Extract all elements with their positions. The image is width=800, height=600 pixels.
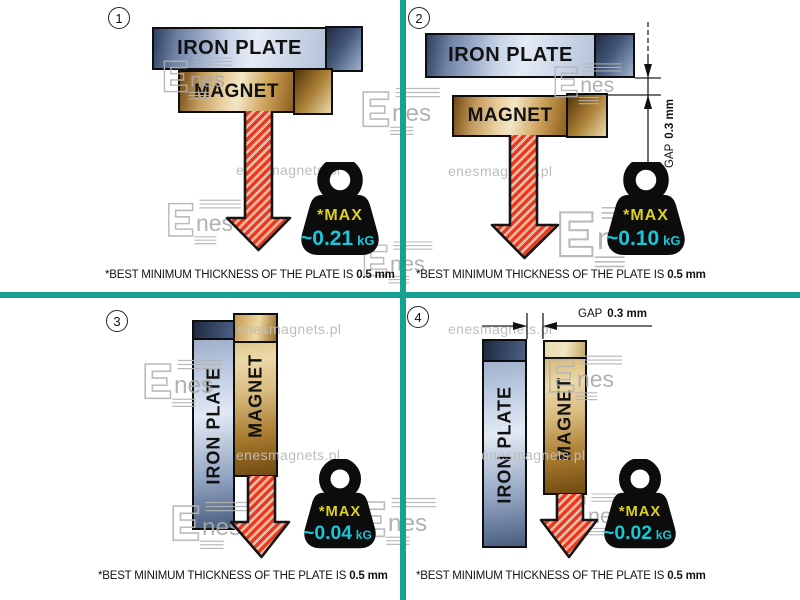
- weight-1-max: *MAX: [317, 207, 363, 224]
- panel-3-number: 3: [106, 310, 128, 332]
- magnet-4-cap: [545, 342, 585, 359]
- enes-logo-top-lines: [393, 241, 433, 250]
- horizontal-divider: [0, 292, 800, 298]
- enes-logo-e-icon: [172, 505, 200, 542]
- weight-4-max: *MAX: [619, 504, 661, 520]
- weight-2-ring: [623, 162, 669, 203]
- enes-logo-e-icon: [144, 363, 172, 400]
- weight-2: *MAX ~0.10 kG: [606, 162, 685, 255]
- enes-logo-top-lines: [583, 63, 622, 72]
- magnet-3-label: MAGNET: [245, 353, 265, 438]
- weight-3-max: *MAX: [319, 504, 361, 520]
- enes-logo-bottom-lines: [200, 540, 224, 550]
- site-watermark: enesmagnets.pl: [448, 321, 553, 337]
- iron-plate-4-label: IRON PLATE: [494, 385, 514, 504]
- panel-3-caption: *BEST MINIMUM THICKNESS OF THE PLATE IS 0…: [98, 570, 388, 582]
- enes-logo-e-icon: [554, 66, 578, 98]
- iron-plate-3: IRON PLATE: [192, 320, 235, 530]
- enes-logo-bottom-lines: [578, 96, 599, 105]
- weight-1: *MAX ~0.21 kG: [300, 162, 379, 255]
- svg-text:nes: nes: [580, 74, 614, 97]
- enes-logo-top-lines: [177, 359, 222, 370]
- svg-text:nes: nes: [392, 100, 431, 127]
- magnet-2-label: MAGNET: [467, 105, 553, 126]
- weight-3-value: ~0.04 kG: [303, 522, 372, 544]
- magnet-1-label: MAGNET: [194, 80, 279, 102]
- force-arrow-4: [539, 494, 599, 559]
- force-arrow-1: [225, 111, 292, 252]
- iron-plate-3-cap: [194, 322, 233, 340]
- weight-3: *MAX ~0.04 kG: [303, 459, 376, 549]
- enes-logo-bottom-lines: [386, 536, 410, 546]
- enes-logo-top-lines: [580, 355, 623, 365]
- iron-plate-4: IRON PLATE: [482, 339, 527, 548]
- weight-1-ring: [317, 162, 363, 203]
- gap-dimension-2: [607, 22, 661, 166]
- site-watermark: enesmagnets.pl: [237, 321, 342, 337]
- panel-2-number: 2: [408, 7, 430, 29]
- enes-logo-e-icon: [362, 91, 390, 128]
- weight-4-value: ~0.02 kG: [603, 522, 672, 544]
- vertical-divider: [400, 0, 406, 600]
- enes-logo-watermark: nes: [144, 359, 222, 408]
- enes-logo-watermark: nes: [172, 501, 250, 550]
- weight-4-ring: [619, 459, 661, 500]
- enes-logo-bottom-lines: [194, 236, 217, 245]
- enes-logo-top-lines: [205, 501, 250, 512]
- enes-logo-bottom-lines: [172, 398, 196, 408]
- iron-plate-1-label: IRON PLATE: [177, 37, 302, 59]
- weight-3-ring: [319, 459, 361, 500]
- magnet-3-cap: [235, 315, 276, 343]
- panel-1-caption: *BEST MINIMUM THICKNESS OF THE PLATE IS 0…: [105, 269, 395, 281]
- enes-logo-watermark: nes: [168, 199, 242, 245]
- magnet-3: MAGNET: [233, 313, 278, 477]
- gap-dimension-4: [482, 313, 652, 339]
- weight-1-value: ~0.21 kG: [300, 227, 374, 250]
- gap-label-2: GAP0.3 mm: [664, 99, 676, 168]
- enes-logo-e-icon: [549, 358, 575, 393]
- svg-text:nes: nes: [390, 251, 425, 276]
- enes-logo-bottom-lines: [575, 392, 598, 401]
- weight-2-max: *MAX: [623, 207, 669, 224]
- magnet-1-side-face: [293, 68, 333, 115]
- enes-logo-top-lines: [391, 497, 436, 508]
- enes-logo-top-lines: [199, 199, 242, 209]
- svg-text:nes: nes: [388, 510, 427, 537]
- iron-plate-1-side-face: [325, 26, 363, 72]
- svg-text:nes: nes: [196, 210, 233, 236]
- enes-logo-e-icon: [559, 211, 594, 258]
- enes-logo-watermark: nes: [554, 63, 622, 105]
- panel-1-number: 1: [108, 7, 130, 29]
- enes-logo-watermark: nes: [363, 241, 433, 284]
- weight-4: *MAX ~0.02 kG: [603, 459, 676, 549]
- iron-plate-2-label: IRON PLATE: [448, 44, 573, 66]
- force-arrow-3: [230, 476, 291, 559]
- svg-text:nes: nes: [190, 67, 225, 92]
- weight-2-value: ~0.10 kG: [606, 227, 680, 250]
- enes-logo-e-icon: [168, 202, 194, 237]
- enes-logo-watermark: nes: [362, 87, 440, 136]
- panel-4-number: 4: [407, 306, 429, 328]
- iron-plate-1: IRON PLATE: [152, 27, 327, 70]
- panel-4-caption: *BEST MINIMUM THICKNESS OF THE PLATE IS 0…: [416, 570, 706, 582]
- enes-logo-watermark: nes: [549, 355, 623, 401]
- enes-logo-watermark: nes: [163, 57, 233, 100]
- iron-plate-4-cap: [484, 341, 525, 362]
- site-watermark: enesmagnets.pl: [481, 447, 586, 463]
- enes-logo-e-icon: [163, 60, 188, 93]
- force-arrow-2: [490, 135, 560, 260]
- iron-plate-2: IRON PLATE: [425, 33, 596, 78]
- panel-2-caption: *BEST MINIMUM THICKNESS OF THE PLATE IS 0…: [416, 269, 706, 281]
- svg-text:nes: nes: [174, 372, 213, 399]
- enes-logo-bottom-lines: [188, 91, 210, 100]
- enes-logo-top-lines: [193, 57, 233, 66]
- enes-logo-bottom-lines: [594, 256, 625, 268]
- site-watermark: enesmagnets.pl: [236, 447, 341, 463]
- gap-label-4: GAP 0.3 mm: [578, 308, 647, 320]
- svg-text:nes: nes: [577, 366, 614, 392]
